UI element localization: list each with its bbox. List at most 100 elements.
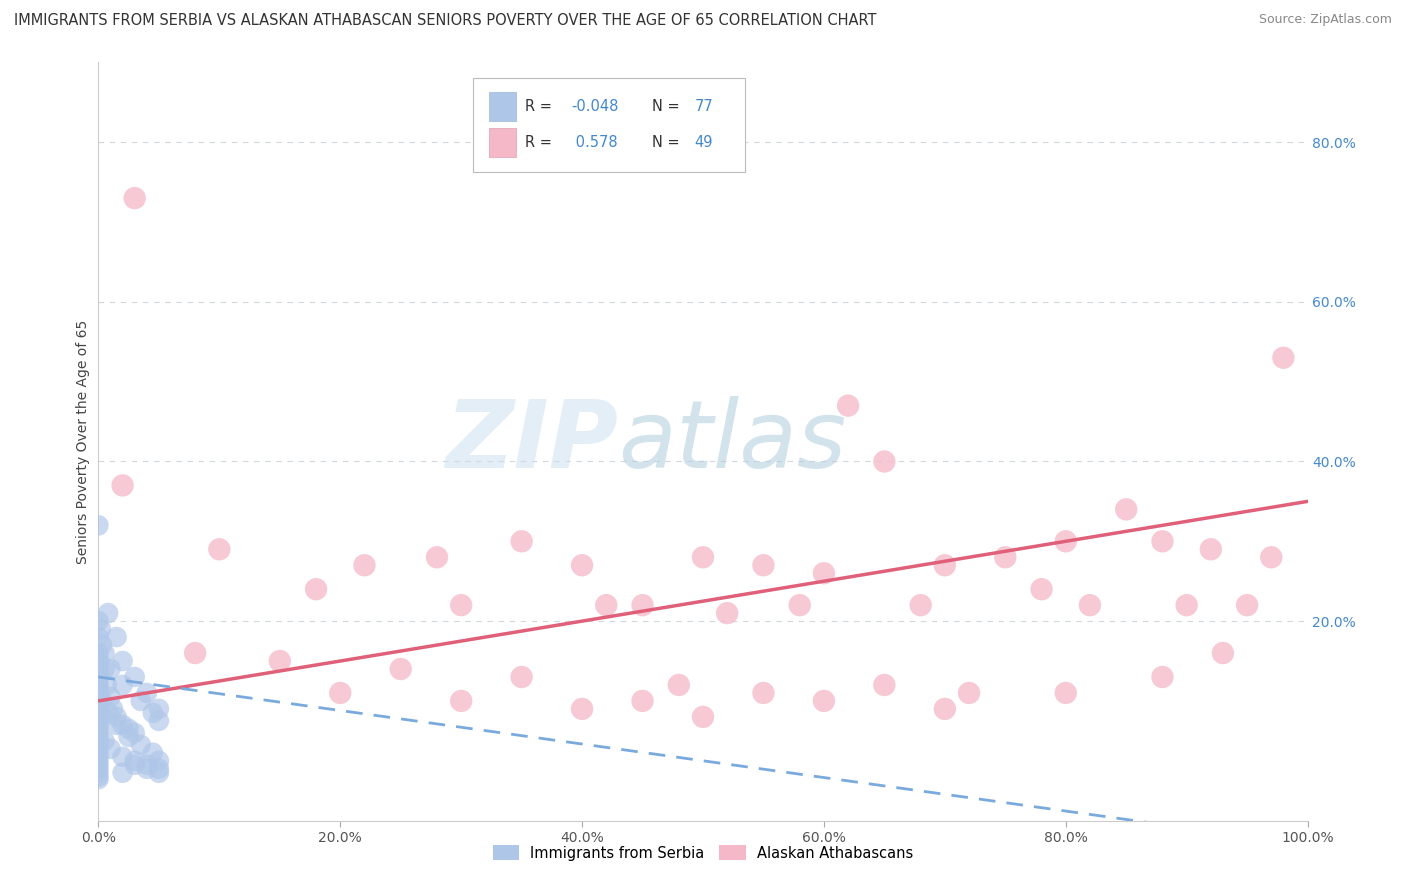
Point bbox=[571, 702, 593, 716]
FancyBboxPatch shape bbox=[489, 128, 516, 157]
Point bbox=[87, 726, 110, 740]
Point bbox=[111, 749, 134, 764]
Point bbox=[87, 678, 110, 692]
Point bbox=[510, 534, 533, 549]
Text: R =: R = bbox=[526, 136, 557, 151]
Point bbox=[87, 722, 110, 736]
Point bbox=[87, 772, 110, 786]
Y-axis label: Seniors Poverty Over the Age of 65: Seniors Poverty Over the Age of 65 bbox=[76, 319, 90, 564]
Point bbox=[100, 662, 122, 676]
FancyBboxPatch shape bbox=[489, 92, 516, 120]
Point bbox=[87, 702, 110, 716]
Point bbox=[135, 757, 157, 772]
Point bbox=[124, 726, 146, 740]
Point bbox=[595, 598, 617, 612]
Point bbox=[100, 690, 122, 704]
Point bbox=[148, 702, 170, 716]
Point bbox=[111, 765, 134, 780]
Point bbox=[87, 718, 110, 732]
Point bbox=[97, 606, 120, 620]
Point bbox=[1260, 550, 1282, 565]
Point bbox=[87, 730, 110, 744]
Text: 77: 77 bbox=[695, 99, 713, 114]
Point bbox=[87, 662, 110, 676]
Point bbox=[692, 550, 714, 565]
Point bbox=[813, 694, 835, 708]
Point bbox=[87, 741, 110, 756]
Point bbox=[87, 688, 110, 702]
Point bbox=[87, 614, 110, 628]
Point bbox=[957, 686, 980, 700]
Point bbox=[124, 754, 146, 768]
Point bbox=[87, 650, 110, 665]
Point bbox=[1115, 502, 1137, 516]
Point bbox=[450, 598, 472, 612]
Point bbox=[1078, 598, 1101, 612]
Point bbox=[752, 686, 775, 700]
Point bbox=[124, 670, 146, 684]
Text: 0.578: 0.578 bbox=[571, 136, 617, 151]
Point bbox=[87, 738, 110, 752]
Point bbox=[97, 706, 120, 720]
Point bbox=[87, 754, 110, 768]
Point bbox=[87, 673, 110, 688]
Point bbox=[269, 654, 291, 668]
Point bbox=[692, 710, 714, 724]
Text: 49: 49 bbox=[695, 136, 713, 151]
Point bbox=[631, 694, 654, 708]
Point bbox=[87, 646, 110, 660]
Point bbox=[87, 630, 110, 644]
Point bbox=[631, 598, 654, 612]
Text: Source: ZipAtlas.com: Source: ZipAtlas.com bbox=[1258, 13, 1392, 27]
Point bbox=[716, 606, 738, 620]
Point bbox=[1152, 534, 1174, 549]
Point bbox=[1054, 534, 1077, 549]
Point bbox=[111, 678, 134, 692]
Point bbox=[87, 765, 110, 780]
Point bbox=[87, 698, 110, 712]
Point bbox=[87, 665, 110, 680]
Point bbox=[426, 550, 449, 565]
Point bbox=[668, 678, 690, 692]
Point bbox=[1236, 598, 1258, 612]
Point bbox=[837, 399, 859, 413]
Point bbox=[118, 722, 141, 736]
Point bbox=[111, 718, 134, 732]
Point bbox=[118, 730, 141, 744]
Text: N =: N = bbox=[652, 136, 685, 151]
Point bbox=[329, 686, 352, 700]
Point bbox=[93, 662, 115, 676]
Point bbox=[87, 746, 110, 760]
Point bbox=[105, 630, 128, 644]
Point bbox=[873, 454, 896, 468]
Point bbox=[148, 714, 170, 728]
Point bbox=[87, 706, 110, 720]
Point bbox=[91, 694, 114, 708]
Point bbox=[91, 638, 114, 652]
Point bbox=[101, 702, 124, 716]
Point bbox=[87, 694, 110, 708]
Point bbox=[1152, 670, 1174, 684]
Point bbox=[510, 670, 533, 684]
Text: atlas: atlas bbox=[619, 396, 846, 487]
Point bbox=[129, 694, 152, 708]
Point bbox=[994, 550, 1017, 565]
Point bbox=[934, 558, 956, 573]
Point bbox=[135, 762, 157, 776]
Point bbox=[93, 646, 115, 660]
Point bbox=[87, 757, 110, 772]
Point bbox=[813, 566, 835, 581]
Point bbox=[87, 670, 110, 684]
Text: N =: N = bbox=[652, 99, 685, 114]
Point bbox=[87, 734, 110, 748]
Legend: Immigrants from Serbia, Alaskan Athabascans: Immigrants from Serbia, Alaskan Athabasc… bbox=[486, 839, 920, 866]
Point bbox=[87, 710, 110, 724]
Point bbox=[142, 746, 165, 760]
Point bbox=[111, 654, 134, 668]
Point bbox=[87, 518, 110, 533]
Point bbox=[450, 694, 472, 708]
Point bbox=[129, 738, 152, 752]
Point bbox=[389, 662, 412, 676]
Point bbox=[87, 654, 110, 668]
Point bbox=[1175, 598, 1198, 612]
